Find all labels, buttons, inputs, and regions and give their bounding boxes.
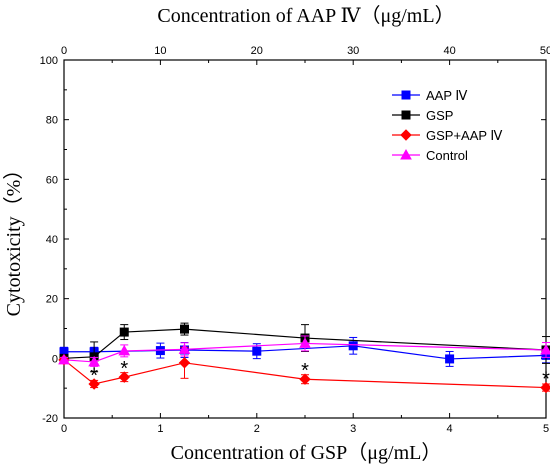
data-point-gsp: [119, 327, 129, 337]
y-tick-label: 40: [46, 234, 58, 246]
data-point-control: [540, 343, 550, 355]
data-point-control: [299, 337, 311, 348]
x-tick-label: 0: [61, 423, 67, 435]
series-line-gspplusaap-: [63, 359, 547, 389]
data-point-gspplusaap-: [178, 357, 191, 369]
x-axis-title: Concentration of GSP（μg/mL）: [171, 441, 442, 464]
top-x-tick-label: 10: [154, 45, 166, 57]
top-x-tick-label: 50: [540, 45, 550, 57]
significance-marker: *: [542, 369, 550, 391]
x-tick-label: 4: [447, 423, 453, 435]
legend-marker: [400, 129, 412, 141]
x-tick-label: 2: [254, 423, 260, 435]
data-point-control: [58, 353, 70, 365]
y-axis-title: Cytotoxicity（%）: [2, 160, 25, 317]
significance-marker: *: [120, 358, 128, 380]
top-x-tick-label: 30: [347, 45, 359, 57]
x-tick-label: 1: [157, 423, 163, 435]
data-point-aap-: [348, 341, 358, 351]
data-point-gsp: [180, 324, 189, 334]
series-line-gsp: [63, 328, 547, 359]
x-tick-label: 3: [350, 423, 356, 435]
legend-label: AAP Ⅳ: [426, 88, 467, 103]
legend-marker: [401, 110, 411, 120]
y-tick-label: -20: [42, 413, 58, 425]
data-point-control: [88, 355, 100, 367]
legend-label: GSP: [426, 108, 453, 123]
top-x-axis-title: Concentration of AAP Ⅳ（μg/mL）: [157, 4, 454, 27]
data-point-gspplusaap-: [299, 373, 311, 385]
data-point-control: [118, 344, 131, 356]
series-line-aap-: [64, 345, 547, 360]
legend: AAP Ⅳ GSP GSP+AAP Ⅳ Control: [392, 88, 502, 163]
top-x-tick-label: 20: [251, 45, 263, 57]
y-tick-label: 20: [46, 294, 58, 306]
data-point-aap-: [445, 354, 455, 364]
y-tick-label: 60: [46, 174, 58, 186]
legend-marker: [401, 90, 411, 100]
top-x-tick-label: 40: [443, 45, 455, 57]
data-point-aap-: [252, 346, 262, 356]
significance-marker: *: [90, 365, 98, 387]
legend-label: Control: [426, 148, 468, 163]
series-line-control: [63, 342, 547, 363]
top-x-tick-label: 0: [61, 45, 67, 57]
legend-marker: [400, 148, 412, 160]
y-tick-label: 100: [40, 55, 58, 67]
x-tick-label: 5: [543, 423, 549, 435]
y-tick-label: 0: [52, 353, 58, 365]
data-point-gspplusaap-: [540, 381, 550, 394]
legend-label: GSP+AAP Ⅳ: [426, 128, 502, 143]
y-tick-label: 80: [46, 115, 58, 127]
significance-marker: *: [301, 360, 309, 382]
data-point-gspplusaap-: [118, 371, 130, 383]
data-point-control: [178, 343, 191, 354]
data-point-gspplusaap-: [88, 378, 100, 390]
